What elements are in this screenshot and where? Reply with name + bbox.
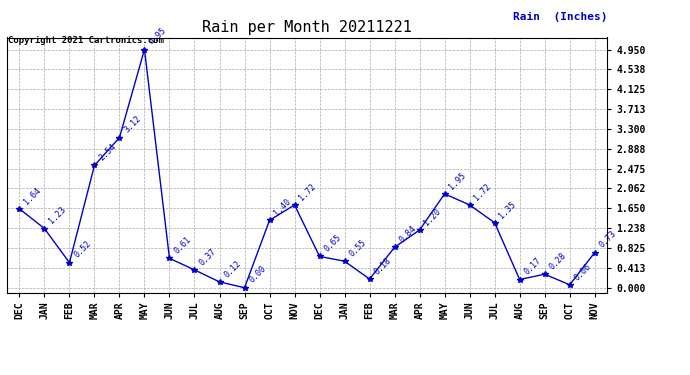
Text: 2.54: 2.54: [97, 142, 118, 163]
Text: 1.72: 1.72: [473, 182, 493, 202]
Title: Rain per Month 20211221: Rain per Month 20211221: [202, 20, 412, 35]
Text: 3.12: 3.12: [122, 114, 143, 135]
Text: 0.61: 0.61: [172, 235, 193, 255]
Text: 0.18: 0.18: [373, 256, 393, 276]
Text: 0.28: 0.28: [547, 251, 568, 272]
Text: 1.40: 1.40: [273, 197, 293, 217]
Text: Copyright 2021 Cartronics.com: Copyright 2021 Cartronics.com: [8, 36, 164, 45]
Text: 0.84: 0.84: [397, 224, 418, 245]
Text: 0.06: 0.06: [573, 261, 593, 282]
Text: 1.95: 1.95: [447, 171, 468, 191]
Text: 0.37: 0.37: [197, 247, 218, 267]
Text: 0.65: 0.65: [322, 233, 343, 254]
Text: 1.72: 1.72: [297, 182, 318, 202]
Text: 0.00: 0.00: [247, 264, 268, 285]
Text: 1.20: 1.20: [422, 207, 443, 227]
Text: 1.64: 1.64: [22, 186, 43, 206]
Text: 0.17: 0.17: [522, 256, 543, 277]
Text: 0.12: 0.12: [222, 259, 243, 279]
Text: Rain  (Inches): Rain (Inches): [513, 12, 607, 22]
Text: 0.55: 0.55: [347, 238, 368, 258]
Text: 1.35: 1.35: [497, 200, 518, 220]
Text: 4.95: 4.95: [147, 26, 168, 47]
Text: 1.23: 1.23: [47, 205, 68, 226]
Text: 0.73: 0.73: [598, 229, 618, 250]
Text: 0.52: 0.52: [72, 239, 92, 260]
